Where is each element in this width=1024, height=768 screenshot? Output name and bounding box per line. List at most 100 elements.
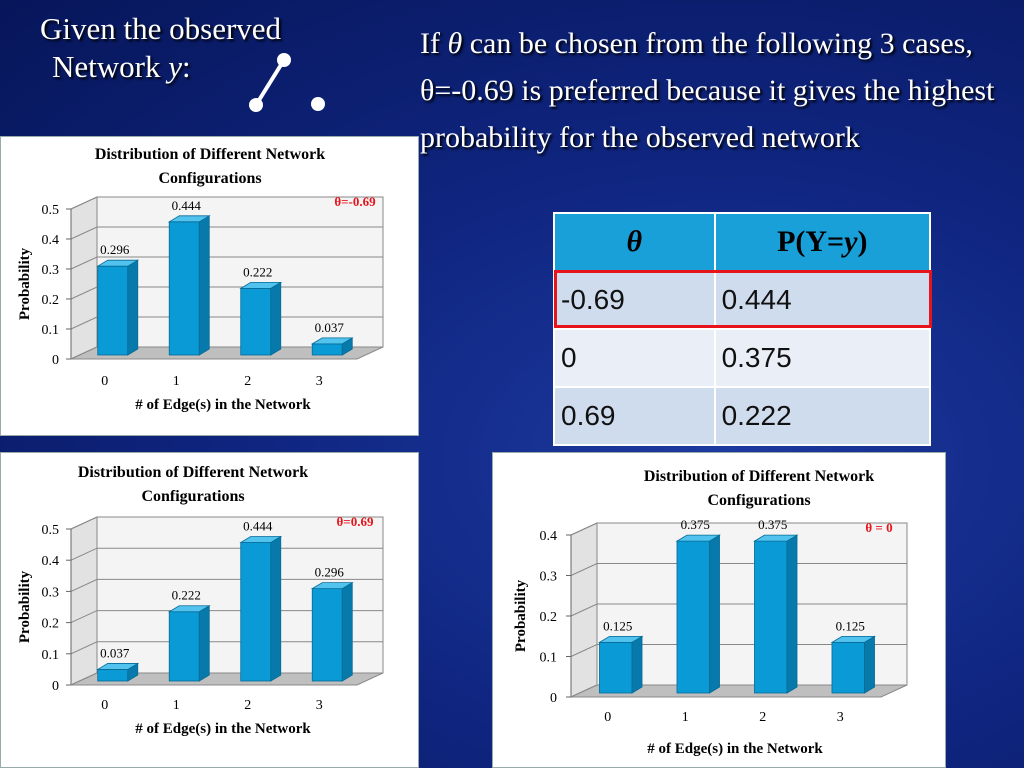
bar-top-3 bbox=[310, 337, 354, 345]
x-axis-label: # of Edge(s) in the Network bbox=[135, 721, 311, 737]
x-tick-label-2: 2 bbox=[759, 710, 766, 725]
chart-floor bbox=[70, 672, 384, 686]
table-header-row: θ P(Y=y) bbox=[553, 212, 932, 272]
heading-line-2-prefix: Network bbox=[52, 49, 169, 84]
probability-table: θ P(Y=y) -0.69 0.444 0 0.375 0.69 0.222 bbox=[553, 212, 932, 446]
header-theta: θ bbox=[553, 212, 716, 272]
bar-3 bbox=[831, 641, 865, 694]
bar-side-3 bbox=[341, 581, 353, 682]
chart-theta-pos: Distribution of Different Network Configu… bbox=[0, 452, 419, 768]
y-axis-label: Probability bbox=[17, 247, 33, 320]
y-tick-label: 0.4 bbox=[540, 529, 558, 544]
chart-theta-zero-svg: Distribution of Different Network Configu… bbox=[513, 468, 908, 757]
x-tick-label-0: 0 bbox=[101, 374, 108, 389]
bar-top-1 bbox=[675, 534, 721, 542]
y-tick-label: 0.3 bbox=[42, 585, 60, 600]
bar-side-0 bbox=[631, 635, 643, 694]
y-tick-label: 0.5 bbox=[42, 203, 60, 218]
bar-2 bbox=[754, 540, 788, 694]
chart-title-line-2: Configurations bbox=[158, 170, 261, 187]
x-tick-label-3: 3 bbox=[316, 374, 323, 389]
chart-title-line-1: Distribution of Different Network bbox=[78, 464, 308, 481]
chart-gridline bbox=[70, 256, 383, 270]
network-node bbox=[311, 97, 325, 111]
network-edge bbox=[254, 58, 286, 107]
table-row: 0.69 0.222 bbox=[553, 386, 932, 446]
heading-line-2-suffix: : bbox=[182, 49, 191, 84]
bar-2 bbox=[240, 542, 272, 682]
chart-gridline bbox=[70, 547, 383, 561]
data-label-1: 0.222 bbox=[172, 588, 201, 603]
bar-side-1 bbox=[198, 215, 210, 356]
bar-3 bbox=[311, 343, 343, 356]
y-tick-label: 0.2 bbox=[42, 617, 60, 632]
bar-side-2 bbox=[786, 534, 798, 694]
heading-line-2: Network y: bbox=[40, 48, 281, 86]
bar-1 bbox=[168, 611, 200, 682]
table-row: 0 0.375 bbox=[553, 328, 932, 388]
y-tick-label: 0.1 bbox=[42, 648, 60, 663]
y-tick-label: 0.4 bbox=[42, 233, 60, 248]
network-node bbox=[249, 98, 263, 112]
bar-3 bbox=[311, 588, 343, 682]
bar-side-2 bbox=[270, 535, 282, 682]
cell-probability: 0.444 bbox=[713, 270, 932, 330]
bar-top-3 bbox=[830, 635, 876, 643]
y-tick-label: 0.2 bbox=[42, 293, 60, 308]
chart-theta-neg-svg: Distribution of Different Network Configu… bbox=[17, 146, 384, 413]
chart-gridline bbox=[70, 226, 383, 240]
data-label-0: 0.125 bbox=[603, 618, 632, 633]
observed-network-icon bbox=[249, 53, 325, 112]
bar-side-1 bbox=[709, 534, 720, 694]
bar-0 bbox=[97, 265, 129, 356]
bar-0 bbox=[97, 669, 129, 682]
x-tick-label-2: 2 bbox=[244, 698, 251, 713]
statement-theta: θ bbox=[447, 27, 463, 60]
data-label-2: 0.444 bbox=[243, 518, 273, 533]
data-label-3: 0.037 bbox=[315, 320, 345, 335]
x-tick-label-1: 1 bbox=[173, 698, 180, 713]
heading-variable: y bbox=[168, 49, 182, 84]
data-label-3: 0.125 bbox=[836, 618, 865, 633]
data-label-0: 0.037 bbox=[100, 645, 130, 660]
chart-theta-neg: Distribution of Different Network Configu… bbox=[0, 136, 419, 436]
cell-theta: 0 bbox=[553, 328, 716, 388]
data-label-1: 0.444 bbox=[172, 198, 202, 213]
y-tick-label: 0.3 bbox=[42, 263, 60, 278]
x-axis-label: # of Edge(s) in the Network bbox=[135, 397, 311, 413]
bar-top-3 bbox=[310, 582, 354, 590]
chart-gridline bbox=[70, 316, 383, 330]
bar-top-1 bbox=[167, 215, 211, 223]
data-label-1: 0.375 bbox=[681, 517, 710, 532]
x-tick-label-3: 3 bbox=[316, 698, 323, 713]
bar-top-0 bbox=[96, 663, 140, 670]
y-tick-label: 0.4 bbox=[42, 554, 60, 569]
x-tick-label-3: 3 bbox=[837, 710, 844, 725]
chart-gridline bbox=[70, 610, 383, 624]
theta-annotation: θ=-0.69 bbox=[334, 194, 376, 209]
data-label-3: 0.296 bbox=[315, 565, 345, 580]
heading-line-1: Given the observed bbox=[40, 11, 282, 46]
bar-1 bbox=[676, 540, 710, 694]
x-tick-label-1: 1 bbox=[682, 710, 689, 725]
bar-top-2 bbox=[239, 281, 283, 289]
bar-top-2 bbox=[753, 534, 799, 542]
cell-probability: 0.375 bbox=[713, 328, 932, 388]
chart-gridline bbox=[70, 286, 383, 300]
chart-theta-pos-svg: Distribution of Different Network Configu… bbox=[17, 464, 384, 737]
network-node bbox=[277, 53, 291, 67]
chart-gridline bbox=[70, 578, 383, 592]
x-tick-label-1: 1 bbox=[173, 374, 180, 389]
chart-floor bbox=[570, 684, 908, 698]
y-tick-label: 0.1 bbox=[42, 323, 60, 338]
x-tick-label-2: 2 bbox=[244, 374, 251, 389]
bar-side-1 bbox=[198, 605, 210, 682]
chart-gridline bbox=[570, 644, 907, 657]
bar-top-1 bbox=[167, 605, 211, 613]
bar-side-3 bbox=[864, 635, 875, 694]
y-tick-label: 0 bbox=[52, 353, 59, 368]
bar-0 bbox=[599, 641, 633, 694]
slide-heading: Given the observed Network y: bbox=[40, 10, 281, 86]
chart-title-line-2: Configurations bbox=[141, 488, 244, 505]
y-tick-label: 0.2 bbox=[540, 610, 558, 625]
